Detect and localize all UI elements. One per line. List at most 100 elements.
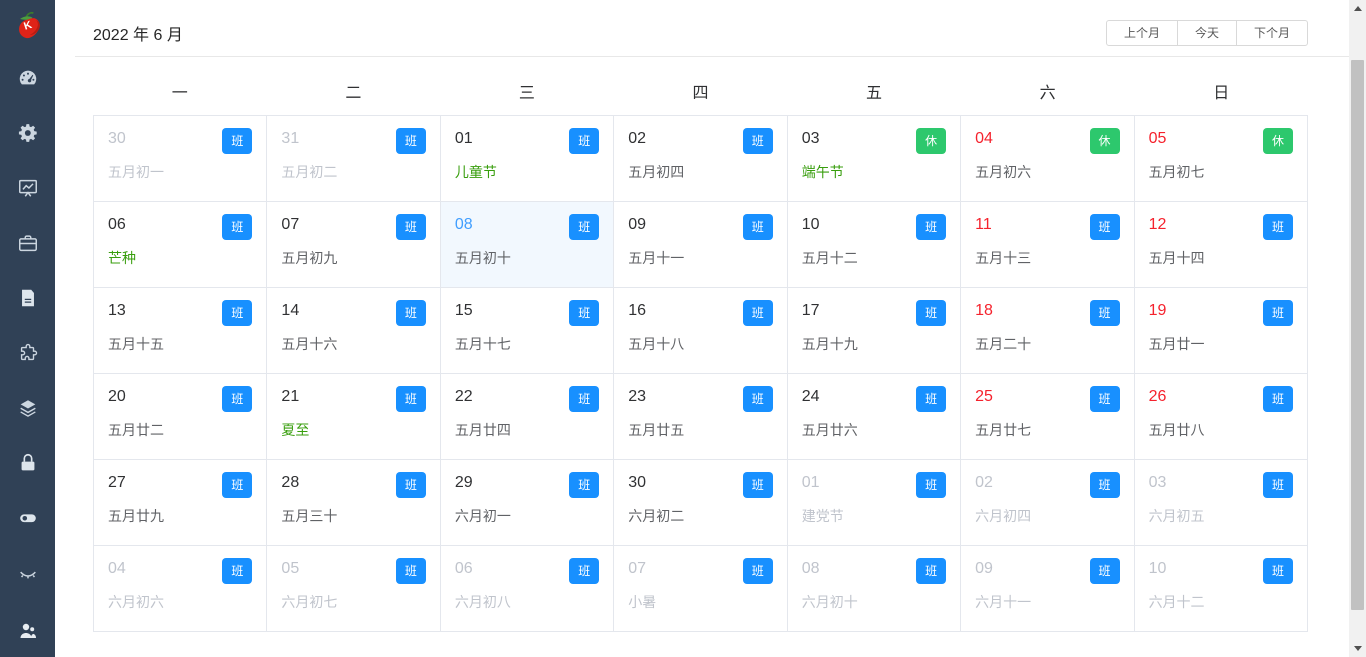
day-number: 04: [108, 560, 126, 577]
calendar-day-cell[interactable]: 02 班 五月初四: [614, 116, 788, 202]
calendar: 一 二 三 四 五 六 日 30 班 五: [93, 57, 1308, 632]
header-divider: [75, 56, 1349, 57]
calendar-day-cell[interactable]: 09 班 六月十一: [961, 546, 1135, 632]
calendar-day-cell[interactable]: 01 班 建党节: [787, 460, 962, 546]
calendar-day-cell[interactable]: 16 班 五月十八: [614, 288, 788, 374]
day-number: 02: [628, 130, 647, 147]
calendar-day-cell[interactable]: 13 班 五月十五: [94, 288, 268, 374]
day-cell-top: 07 班: [281, 212, 426, 240]
calendar-day-cell[interactable]: 14 班 五月十六: [267, 288, 441, 374]
calendar-day-cell[interactable]: 04 班 六月初六: [94, 546, 268, 632]
day-status-badge: 班: [742, 214, 773, 240]
calendar-day-cell[interactable]: 07 班 小暑: [614, 546, 788, 632]
sidebar-item-privacy[interactable]: [0, 545, 55, 600]
calendar-day-cell[interactable]: 10 班 五月十二: [787, 202, 962, 288]
day-number: 07: [281, 216, 300, 233]
sidebar-item-layers[interactable]: [0, 380, 55, 435]
day-lunar-label: 六月十一: [975, 594, 1032, 610]
briefcase-icon: [18, 234, 37, 251]
day-lunar-label: 五月初六: [975, 164, 1032, 180]
day-status-badge: 班: [222, 386, 253, 412]
sidebar-item-security[interactable]: [0, 435, 55, 490]
day-cell-top: 03 班: [1149, 470, 1293, 498]
prev-month-button[interactable]: 上个月: [1105, 20, 1178, 46]
day-status-badge: 班: [1089, 214, 1120, 240]
calendar-day-cell[interactable]: 10 班 六月十二: [1134, 546, 1308, 632]
day-status-badge: 班: [916, 472, 947, 498]
calendar-day-cell[interactable]: 08 班 五月初十: [440, 202, 615, 288]
calendar-day-cell[interactable]: 03 班 六月初五: [1134, 460, 1308, 546]
calendar-day-cell[interactable]: 30 班 五月初一: [94, 116, 268, 202]
sidebar-item-monitor[interactable]: [0, 160, 55, 215]
calendar-day-cell[interactable]: 27 班 五月廿九: [94, 460, 268, 546]
calendar-day-cell[interactable]: 01 班 儿童节: [440, 116, 615, 202]
day-status-badge: 班: [569, 386, 600, 412]
user-icon: [20, 623, 36, 638]
calendar-day-cell[interactable]: 02 班 六月初四: [961, 460, 1135, 546]
calendar-day-cell[interactable]: 31 班 五月初二: [267, 116, 441, 202]
calendar-day-cell[interactable]: 23 班 五月廿五: [614, 374, 788, 460]
document-icon: [21, 289, 34, 306]
day-lunar-label: 五月十二: [801, 250, 858, 266]
day-cell-top: 10 班: [1149, 556, 1293, 584]
day-status-badge: 休: [1263, 128, 1293, 154]
day-cell-top: 09 班: [975, 556, 1120, 584]
day-cell-top: 11 班: [975, 212, 1120, 240]
day-cell-top: 12 班: [1149, 212, 1293, 240]
calendar-day-cell[interactable]: 26 班 五月廿八: [1134, 374, 1308, 460]
calendar-day-cell[interactable]: 09 班 五月十一: [614, 202, 788, 288]
calendar-day-cell[interactable]: 25 班 五月廿七: [961, 374, 1135, 460]
day-lunar-label: 夏至: [281, 422, 310, 438]
calendar-day-cell[interactable]: 06 班 芒种: [94, 202, 268, 288]
sidebar-item-dashboard[interactable]: [0, 50, 55, 105]
app-logo[interactable]: K: [0, 0, 55, 50]
sidebar-item-briefcase[interactable]: [0, 215, 55, 270]
calendar-day-cell[interactable]: 19 班 五月廿一: [1134, 288, 1308, 374]
today-button[interactable]: 今天: [1176, 20, 1237, 46]
sidebar-item-settings[interactable]: [0, 105, 55, 160]
day-number: 18: [975, 302, 993, 319]
calendar-day-cell[interactable]: 21 班 夏至: [267, 374, 441, 460]
calendar-day-cell[interactable]: 05 班 六月初七: [267, 546, 441, 632]
sidebar-item-plugin[interactable]: [0, 325, 55, 380]
day-status-badge: 班: [222, 214, 253, 240]
day-cell-top: 30 班: [108, 126, 253, 154]
calendar-day-cell[interactable]: 30 班 六月初二: [614, 460, 788, 546]
day-status-badge: 班: [742, 128, 773, 154]
calendar-day-cell[interactable]: 18 班 五月二十: [961, 288, 1135, 374]
day-cell-top: 06 班: [108, 212, 253, 240]
calendar-day-cell[interactable]: 17 班 五月十九: [787, 288, 962, 374]
day-lunar-label: 五月廿六: [801, 422, 858, 438]
sidebar-item-document[interactable]: [0, 270, 55, 325]
calendar-day-cell[interactable]: 08 班 六月初十: [787, 546, 962, 632]
sidebar-item-profile[interactable]: [0, 611, 55, 651]
vertical-scrollbar[interactable]: [1349, 0, 1366, 657]
day-lunar-label: 五月初七: [1148, 164, 1205, 180]
scroll-up-arrow[interactable]: [1349, 0, 1366, 17]
day-status-badge: 班: [916, 300, 947, 326]
weekday-label: 五: [866, 85, 883, 102]
calendar-day-cell[interactable]: 24 班 五月廿六: [787, 374, 962, 460]
calendar-day-cell[interactable]: 29 班 六月初一: [440, 460, 615, 546]
calendar-day-cell[interactable]: 06 班 六月初八: [440, 546, 615, 632]
next-month-button[interactable]: 下个月: [1235, 20, 1308, 46]
day-status-badge: 班: [569, 128, 600, 154]
calendar-day-cell[interactable]: 11 班 五月十三: [961, 202, 1135, 288]
calendar-day-cell[interactable]: 15 班 五月十七: [440, 288, 615, 374]
day-status-badge: 班: [569, 214, 600, 240]
day-lunar-label: 六月初五: [1148, 508, 1205, 524]
day-status-badge: 班: [395, 300, 426, 326]
sidebar-item-switch[interactable]: [0, 490, 55, 545]
calendar-day-cell[interactable]: 03 休 端午节: [787, 116, 962, 202]
calendar-day-cell[interactable]: 05 休 五月初七: [1134, 116, 1308, 202]
day-cell-top: 01 班: [802, 470, 947, 498]
calendar-day-cell[interactable]: 22 班 五月廿四: [440, 374, 615, 460]
calendar-day-cell[interactable]: 12 班 五月十四: [1134, 202, 1308, 288]
scroll-down-arrow[interactable]: [1349, 640, 1366, 657]
day-number: 04: [975, 130, 993, 147]
calendar-day-cell[interactable]: 20 班 五月廿二: [94, 374, 268, 460]
calendar-day-cell[interactable]: 04 休 五月初六: [961, 116, 1135, 202]
scrollbar-thumb[interactable]: [1351, 60, 1364, 610]
calendar-day-cell[interactable]: 07 班 五月初九: [267, 202, 441, 288]
calendar-day-cell[interactable]: 28 班 五月三十: [267, 460, 441, 546]
